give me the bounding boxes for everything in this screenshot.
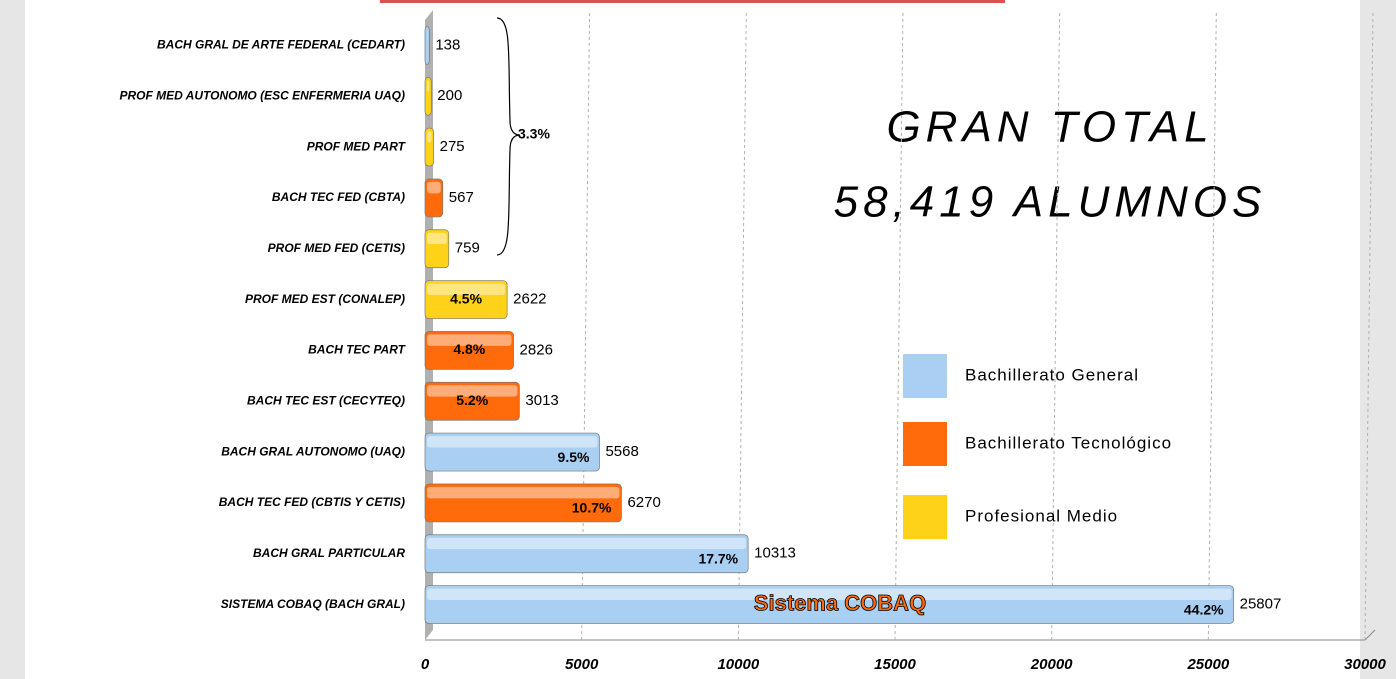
brace: [496, 17, 521, 256]
top-line: [380, 0, 1005, 3]
value-label: 5568: [605, 443, 638, 460]
value-label: 2826: [520, 341, 553, 358]
bar-note: Sistema COBAQ: [754, 590, 926, 615]
y-tick-label: BACH GRAL DE ARTE FEDERAL (CEDART): [157, 38, 405, 52]
bar-highlight: [427, 436, 598, 448]
group-percent: 3.3%: [518, 126, 550, 142]
value-label: 200: [437, 87, 462, 104]
x-tick-label: 20000: [1030, 656, 1073, 673]
percent-label: 4.5%: [450, 290, 482, 306]
value-label: 6270: [627, 494, 660, 511]
bar-highlight: [427, 181, 441, 194]
x-tick-label: 10000: [717, 656, 759, 673]
bar: [424, 26, 430, 65]
bar: [424, 127, 434, 167]
legend-label: Bachillerato General: [965, 365, 1139, 384]
bar: [424, 534, 749, 574]
value-label: 25807: [1240, 596, 1282, 613]
legend-swatch: [903, 422, 947, 466]
bar-highlight: [427, 588, 1232, 600]
x-tick-label: 15000: [874, 656, 916, 673]
bar-highlight: [427, 486, 620, 499]
bar: [424, 483, 622, 523]
value-label: 759: [455, 240, 480, 257]
legend-label: Bachillerato Tecnológico: [965, 433, 1172, 452]
value-label: 10313: [754, 545, 796, 562]
total-title: GRAN TOTAL: [886, 103, 1213, 152]
bar-highlight: [427, 334, 512, 346]
value-label: 2622: [513, 291, 546, 308]
y-tick-label: PROF MED FED (CETIS): [268, 241, 405, 255]
value-label: 138: [435, 36, 460, 53]
value-label: 3013: [525, 392, 558, 409]
legend-label: Profesional Medio: [965, 506, 1118, 525]
y-tick-label: PROF MED AUTONOMO (ESC ENFERMERIA UAQ): [119, 88, 405, 102]
bar: [424, 381, 520, 421]
bar: [424, 585, 1234, 624]
value-label: 567: [449, 189, 474, 206]
bar: [424, 178, 444, 218]
percent-label: 17.7%: [698, 550, 738, 566]
legend-swatch: [903, 495, 947, 539]
bar-highlight: [427, 232, 447, 245]
x-tick-label: 25000: [1186, 656, 1229, 673]
percent-label: 4.8%: [453, 341, 485, 357]
percent-label: 10.7%: [572, 500, 612, 516]
percent-label: 5.2%: [456, 392, 488, 408]
bar: [424, 280, 508, 319]
bar-highlight: [427, 385, 518, 397]
value-label: 275: [440, 138, 465, 155]
bar-highlight: [427, 80, 430, 92]
axis-wall: [425, 10, 433, 640]
x-tick-label: 5000: [565, 656, 599, 673]
bar: [424, 229, 450, 269]
y-tick-label: BACH TEC PART: [308, 343, 407, 357]
percent-label: 44.2%: [1184, 601, 1224, 617]
total-value: 58,419 ALUMNOS: [834, 178, 1267, 227]
x-tick-label: 0: [421, 656, 430, 673]
x-tick-label: 30000: [1344, 656, 1386, 673]
y-tick-label: PROF MED PART: [307, 139, 407, 153]
bar-highlight: [427, 537, 747, 550]
y-tick-label: BACH TEC EST (CECYTEQ): [247, 393, 405, 407]
percent-label: 9.5%: [558, 449, 590, 465]
bar: [424, 76, 432, 116]
x-axis-depth: [1364, 629, 1376, 641]
bar: [424, 432, 600, 472]
y-tick-label: BACH GRAL PARTICULAR: [253, 546, 405, 560]
y-tick-label: BACH GRAL AUTONOMO (UAQ): [221, 444, 405, 458]
bar: [424, 331, 514, 370]
legend-swatch: [903, 354, 947, 398]
y-tick-label: SISTEMA COBAQ (BACH GRAL): [221, 597, 405, 611]
y-tick-label: BACH TEC FED (CBTIS Y CETIS): [219, 495, 405, 509]
bar-highlight: [427, 283, 506, 295]
y-tick-label: PROF MED EST (CONALEP): [245, 292, 405, 306]
y-tick-label: BACH TEC FED (CBTA): [272, 190, 405, 204]
bar-highlight: [427, 131, 432, 143]
